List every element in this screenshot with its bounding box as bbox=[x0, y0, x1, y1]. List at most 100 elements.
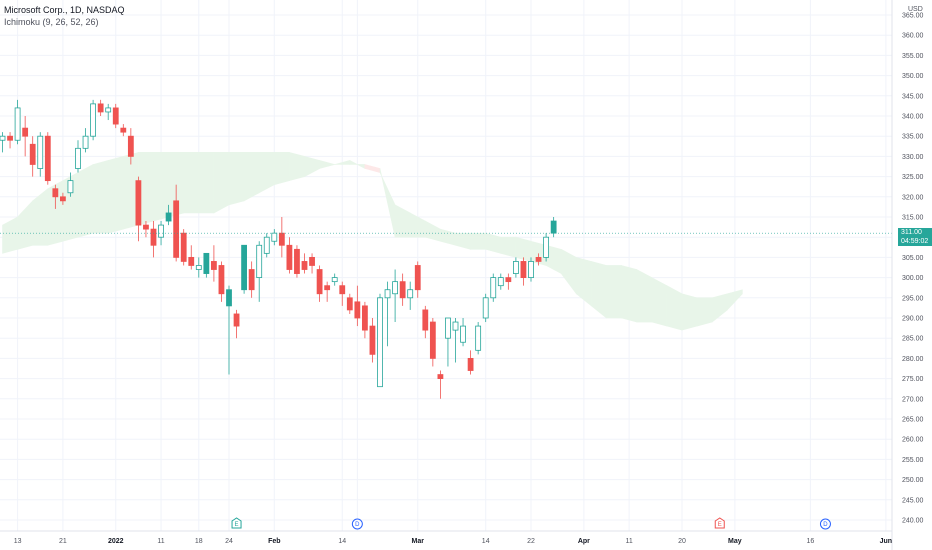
candle[interactable] bbox=[158, 221, 164, 246]
marker-shape bbox=[714, 517, 725, 529]
candle[interactable] bbox=[29, 136, 36, 177]
dividend-marker[interactable]: D bbox=[351, 518, 363, 530]
cloud-segment bbox=[243, 152, 260, 202]
candle[interactable] bbox=[520, 257, 527, 286]
candle[interactable] bbox=[497, 273, 504, 290]
candle[interactable] bbox=[22, 116, 29, 157]
candle-body bbox=[361, 305, 368, 331]
candle[interactable] bbox=[407, 281, 414, 310]
candle-body bbox=[188, 256, 195, 266]
candle[interactable] bbox=[233, 309, 240, 339]
candle[interactable] bbox=[143, 221, 149, 238]
candle[interactable] bbox=[331, 273, 338, 286]
candle[interactable] bbox=[195, 257, 202, 278]
candle[interactable] bbox=[316, 265, 323, 302]
candle[interactable] bbox=[241, 244, 248, 294]
candle-body bbox=[67, 180, 74, 194]
candle[interactable] bbox=[445, 317, 451, 367]
candle[interactable] bbox=[263, 233, 270, 258]
indicator-label[interactable]: Ichimoku (9, 26, 52, 26) bbox=[4, 17, 99, 27]
candle[interactable] bbox=[173, 184, 180, 262]
candle[interactable] bbox=[513, 257, 519, 278]
candle[interactable] bbox=[286, 237, 293, 274]
candle[interactable] bbox=[203, 252, 210, 278]
price-axis[interactable]: USD 365.00 360.00 355.00 350.00 345.00 340.00… bbox=[902, 6, 924, 525]
candle-body bbox=[0, 135, 6, 141]
candle[interactable] bbox=[127, 128, 134, 165]
candle[interactable] bbox=[324, 281, 331, 302]
candle[interactable] bbox=[210, 245, 217, 282]
candle[interactable] bbox=[188, 245, 195, 270]
candle[interactable] bbox=[82, 128, 89, 153]
candle[interactable] bbox=[256, 241, 263, 302]
candle-body bbox=[414, 265, 421, 291]
candle[interactable] bbox=[414, 261, 421, 298]
earnings-marker[interactable]: E bbox=[714, 517, 725, 529]
candle[interactable] bbox=[399, 273, 406, 306]
candle[interactable] bbox=[369, 318, 376, 363]
candle[interactable] bbox=[301, 253, 308, 274]
candle[interactable] bbox=[354, 285, 361, 327]
candle-body bbox=[294, 248, 300, 274]
candle[interactable] bbox=[437, 370, 444, 399]
candle[interactable] bbox=[309, 253, 315, 274]
candle[interactable] bbox=[14, 99, 21, 145]
candle[interactable] bbox=[226, 285, 232, 375]
earnings-marker[interactable]: E bbox=[231, 517, 242, 529]
candle[interactable] bbox=[543, 233, 549, 262]
cloud-segment bbox=[424, 220, 441, 242]
candle[interactable] bbox=[467, 350, 474, 375]
cloud-segment bbox=[183, 152, 200, 214]
candle[interactable] bbox=[97, 99, 104, 116]
candle[interactable] bbox=[135, 176, 142, 242]
candle-body bbox=[392, 281, 399, 295]
candle[interactable] bbox=[482, 293, 489, 323]
candle[interactable] bbox=[377, 293, 383, 388]
candle[interactable] bbox=[535, 253, 542, 266]
symbol-title[interactable]: Microsoft Corp., 1D, NASDAQ bbox=[4, 5, 125, 15]
candle[interactable] bbox=[165, 204, 172, 226]
candle[interactable] bbox=[52, 184, 59, 209]
candle[interactable] bbox=[60, 192, 66, 205]
candle[interactable] bbox=[550, 217, 557, 238]
candle-body bbox=[528, 261, 534, 279]
candle[interactable] bbox=[75, 140, 81, 173]
candle[interactable] bbox=[120, 124, 127, 137]
candle[interactable] bbox=[180, 229, 187, 266]
cloud-segment bbox=[636, 269, 653, 323]
candle[interactable] bbox=[294, 245, 300, 278]
candle[interactable] bbox=[346, 293, 353, 314]
candle[interactable] bbox=[150, 221, 157, 258]
candle[interactable] bbox=[422, 305, 429, 339]
candle[interactable] bbox=[90, 99, 96, 141]
cloud-segment bbox=[560, 248, 577, 295]
time-axis[interactable]: 13 21 2022 11 18 24 Feb 14 Mar 14 22 Apr 11 20 May 16 Ju… bbox=[14, 538, 892, 545]
candle[interactable] bbox=[67, 172, 74, 197]
candle[interactable] bbox=[0, 132, 6, 153]
candle[interactable] bbox=[7, 132, 13, 149]
candle[interactable] bbox=[460, 318, 466, 347]
candle[interactable] bbox=[271, 229, 278, 246]
candle[interactable] bbox=[429, 318, 436, 367]
candle[interactable] bbox=[452, 318, 459, 363]
candle[interactable] bbox=[105, 103, 112, 121]
candle[interactable] bbox=[384, 281, 391, 347]
candle[interactable] bbox=[339, 281, 346, 306]
candle[interactable] bbox=[361, 301, 368, 339]
candle[interactable] bbox=[44, 132, 51, 185]
candle[interactable] bbox=[218, 261, 225, 302]
candle[interactable] bbox=[490, 273, 497, 302]
candle[interactable] bbox=[112, 103, 119, 129]
candle[interactable] bbox=[505, 273, 512, 290]
dividend-marker[interactable]: D bbox=[819, 518, 831, 530]
candle-body bbox=[520, 261, 527, 279]
candle[interactable] bbox=[278, 217, 285, 258]
candle[interactable] bbox=[392, 269, 399, 323]
candlesticks[interactable] bbox=[0, 99, 557, 399]
candle[interactable] bbox=[528, 257, 534, 282]
candle-body bbox=[482, 297, 489, 319]
candle[interactable] bbox=[475, 322, 482, 355]
candle[interactable] bbox=[37, 132, 44, 177]
candle[interactable] bbox=[248, 261, 255, 298]
